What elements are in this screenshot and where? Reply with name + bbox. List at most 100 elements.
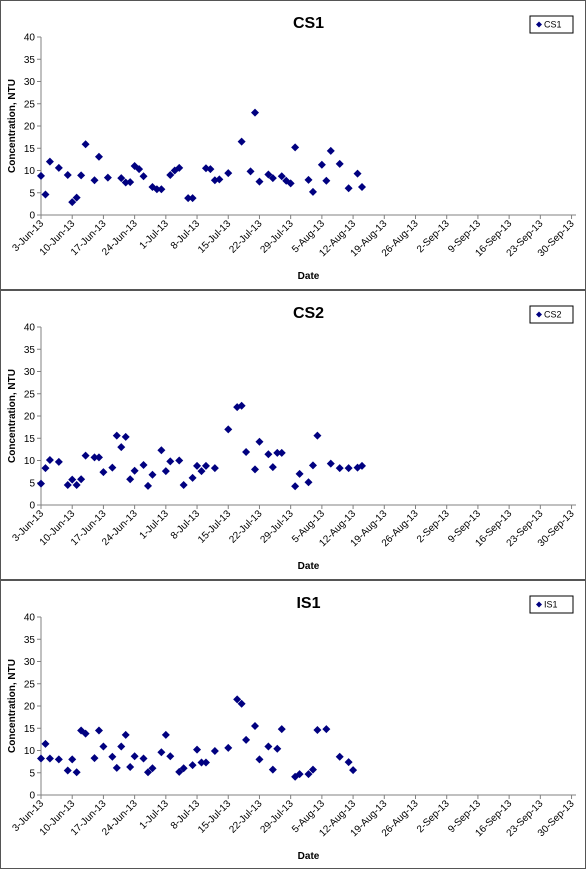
y-tick-label: 40 xyxy=(24,613,36,624)
data-point xyxy=(41,190,50,199)
x-tick-label: 2-Sep-13 xyxy=(415,798,452,835)
data-point xyxy=(157,446,166,455)
data-point xyxy=(77,171,86,180)
data-point xyxy=(90,453,99,462)
y-tick-label: 30 xyxy=(24,77,36,88)
data-point xyxy=(286,179,295,188)
data-point xyxy=(144,768,152,777)
data-point xyxy=(117,174,126,183)
data-point xyxy=(201,461,210,470)
x-axis-title: Date xyxy=(298,561,320,572)
data-point xyxy=(210,746,219,755)
data-point xyxy=(72,193,81,202)
data-point xyxy=(41,739,50,748)
y-tick-label: 35 xyxy=(24,345,36,356)
data-point xyxy=(188,761,197,770)
x-axis-title: Date xyxy=(298,271,320,282)
data-point xyxy=(81,729,90,738)
data-point xyxy=(358,182,366,191)
data-point xyxy=(139,754,148,763)
data-point xyxy=(193,461,202,470)
data-point xyxy=(37,479,45,488)
legend-label: CS2 xyxy=(544,310,562,320)
x-tick-label: 22-Jul-13 xyxy=(227,218,265,256)
data-point xyxy=(197,758,206,767)
data-point xyxy=(251,722,259,731)
chart-panel-is1: IS1 0 5 10 15 20 25 30 35 40 3-Jun-13 10-Jun-13 17-J… xyxy=(0,580,586,869)
data-point xyxy=(268,174,277,183)
data-point xyxy=(233,695,242,704)
data-point xyxy=(344,184,353,193)
y-tick-label: 0 xyxy=(29,791,35,802)
y-tick-label: 25 xyxy=(24,389,36,400)
y-tick-label: 0 xyxy=(29,211,35,222)
data-point xyxy=(126,178,135,187)
x-tick-label: 15-Jul-13 xyxy=(196,508,234,546)
data-point xyxy=(335,159,344,168)
data-point xyxy=(144,481,152,490)
data-point xyxy=(251,465,259,474)
data-point xyxy=(139,172,148,181)
legend: CS2 xyxy=(529,305,574,324)
data-point xyxy=(317,160,326,169)
chart-panel-cs2: CS2 0 5 10 15 20 25 30 35 40 3-Jun-13 10-Jun-13 17-J… xyxy=(0,290,586,580)
data-point xyxy=(63,766,72,775)
data-point xyxy=(246,167,255,176)
data-point xyxy=(210,464,219,473)
legend-marker xyxy=(536,601,542,608)
data-point xyxy=(81,451,90,460)
data-point xyxy=(304,770,313,779)
data-point xyxy=(273,744,282,753)
data-point xyxy=(188,194,197,203)
y-axis-title: Concentration, NTU xyxy=(7,369,18,463)
data-point xyxy=(68,755,77,764)
data-point xyxy=(291,482,300,491)
x-tick-label: 2-Sep-13 xyxy=(415,508,452,545)
legend-box xyxy=(529,305,574,324)
data-point xyxy=(277,172,286,181)
y-axis-title: Concentration, NTU xyxy=(7,659,18,753)
y-tick-label: 35 xyxy=(24,635,36,646)
data-point xyxy=(175,163,184,172)
x-axis-title: Date xyxy=(298,851,320,862)
data-point xyxy=(201,758,210,767)
chart-cs1: CS105101520253035403-Jun-1310-Jun-1317-J… xyxy=(7,15,577,282)
data-point xyxy=(103,173,112,182)
legend-marker xyxy=(536,311,542,318)
data-point xyxy=(273,448,282,457)
data-point xyxy=(126,475,135,484)
chart-cs2: CS205101520253035403-Jun-1310-Jun-1317-J… xyxy=(7,305,577,572)
data-point xyxy=(94,453,103,462)
data-point xyxy=(237,137,246,146)
data-point xyxy=(184,194,193,203)
data-point xyxy=(304,478,313,487)
data-point xyxy=(45,456,54,465)
x-tick-label: 29-Jul-13 xyxy=(259,218,297,256)
data-point xyxy=(148,470,157,479)
data-point xyxy=(335,464,344,473)
x-tick-label: 1-Jul-13 xyxy=(138,218,172,252)
data-point xyxy=(108,752,117,761)
y-tick-label: 25 xyxy=(24,679,36,690)
chart-title: CS2 xyxy=(293,305,324,322)
x-tick-label: 29-Jul-13 xyxy=(259,798,297,836)
data-point xyxy=(304,175,313,184)
data-point xyxy=(322,176,331,185)
data-point xyxy=(313,431,322,440)
data-point xyxy=(308,765,317,774)
data-point xyxy=(224,743,233,752)
data-point xyxy=(130,752,139,761)
legend-marker xyxy=(536,21,542,28)
y-tick-label: 40 xyxy=(24,33,36,44)
data-point xyxy=(291,143,300,152)
y-tick-label: 5 xyxy=(29,478,35,489)
data-point xyxy=(81,140,90,149)
data-point xyxy=(166,170,175,179)
data-point xyxy=(179,764,188,773)
legend-label: IS1 xyxy=(544,600,558,610)
data-point xyxy=(54,755,63,764)
data-point xyxy=(161,467,170,476)
y-tick-label: 20 xyxy=(24,122,36,133)
y-tick-label: 5 xyxy=(29,768,35,779)
data-point xyxy=(175,767,184,776)
